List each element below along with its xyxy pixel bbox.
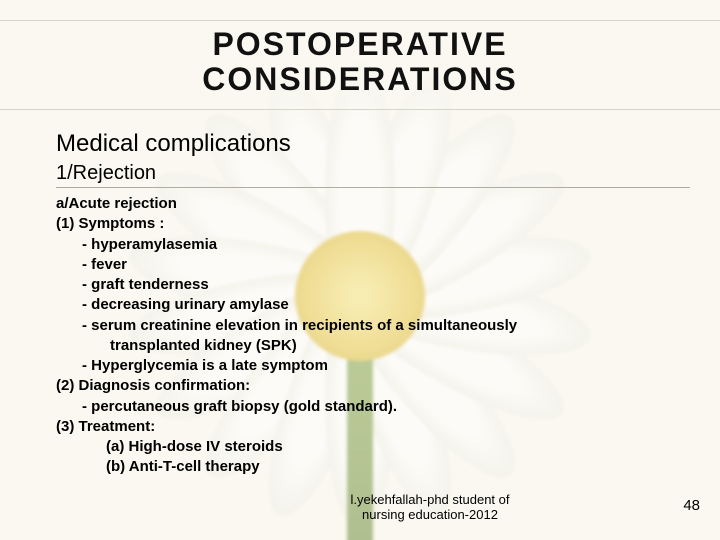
treatment-item: (b) Anti-T-cell therapy bbox=[106, 457, 690, 477]
subheading: 1/Rejection bbox=[56, 162, 690, 188]
page-number: 48 bbox=[683, 497, 700, 514]
symptom-item-cont: transplanted kidney (SPK) bbox=[110, 336, 690, 356]
footer-credit: l.yekehfallah-phd student of nursing edu… bbox=[320, 492, 540, 522]
symptom-item: - Hyperglycemia is a late symptom bbox=[82, 356, 690, 376]
slide-title: POSTOPERATIVE CONSIDERATIONS bbox=[0, 27, 720, 97]
treatment-item: (a) High-dose IV steroids bbox=[106, 437, 690, 457]
title-line-1: POSTOPERATIVE bbox=[212, 26, 507, 62]
title-band: POSTOPERATIVE CONSIDERATIONS bbox=[0, 20, 720, 110]
symptom-item: - graft tenderness bbox=[82, 275, 690, 295]
symptoms-label: (1) Symptoms : bbox=[56, 214, 690, 234]
symptom-item: - serum creatinine elevation in recipien… bbox=[82, 316, 690, 336]
treatment-label: (3) Treatment: bbox=[56, 417, 690, 437]
diagnosis-item: - percutaneous graft biopsy (gold standa… bbox=[82, 397, 690, 417]
acute-rejection-label: a/Acute rejection bbox=[56, 194, 690, 214]
content-area: Medical complications 1/Rejection a/Acut… bbox=[56, 130, 690, 478]
symptom-item: - fever bbox=[82, 255, 690, 275]
symptom-item: - hyperamylasemia bbox=[82, 235, 690, 255]
symptom-item: - decreasing urinary amylase bbox=[82, 295, 690, 315]
title-line-2: CONSIDERATIONS bbox=[202, 61, 517, 97]
slide: POSTOPERATIVE CONSIDERATIONS Medical com… bbox=[0, 0, 720, 540]
footer-line-2: nursing education-2012 bbox=[362, 507, 498, 522]
subtitle: Medical complications bbox=[56, 130, 690, 158]
footer-line-1: l.yekehfallah-phd student of bbox=[351, 492, 510, 507]
diagnosis-label: (2) Diagnosis confirmation: bbox=[56, 376, 690, 396]
